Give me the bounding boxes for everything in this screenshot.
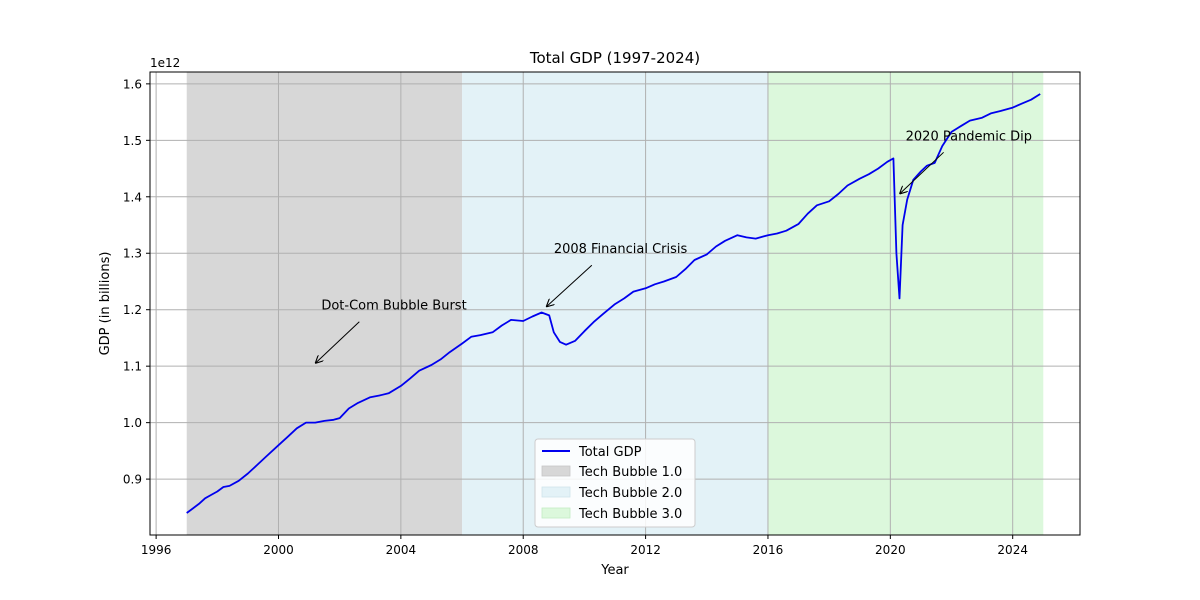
legend-swatch-bubble3 <box>541 507 571 519</box>
legend-swatch-bubble2 <box>541 486 571 498</box>
y-tick-label: 1.1 <box>123 360 142 374</box>
axis-ticks: 1996 2000 2004 2008 2012 2016 2020 2024 0.9 1.0 1.… <box>123 77 1028 557</box>
x-tick-label: 2024 <box>997 543 1028 557</box>
annotations: Dot-Com Bubble Burst 2008 Financial Crisi… <box>315 129 1032 363</box>
y-tick-label: 1.3 <box>123 247 142 261</box>
annotation-arrow <box>546 264 593 307</box>
annotation-arrow <box>900 151 944 194</box>
y-tick-label: 1.6 <box>123 77 142 91</box>
series-layer <box>186 93 1041 514</box>
y-tick-label: 1.2 <box>123 303 142 317</box>
annotation-label: 2008 Financial Crisis <box>554 242 688 257</box>
x-axis-label: Year <box>600 563 629 578</box>
legend-swatch-bubble1 <box>541 465 571 477</box>
legend: Total GDP Tech Bubble 1.0 Tech Bubble 2.… <box>534 438 696 528</box>
bubble-span <box>767 72 1044 535</box>
annotation-label: 2020 Pandemic Dip <box>906 129 1032 144</box>
x-tick-label: 2000 <box>263 543 294 557</box>
annotation-label: Dot-Com Bubble Burst <box>321 299 466 314</box>
legend-label: Total GDP <box>578 445 642 460</box>
x-tick-label: 1996 <box>141 543 172 557</box>
legend-label: Tech Bubble 1.0 <box>578 465 682 480</box>
y-tick-label: 1.5 <box>123 134 142 148</box>
y-tick-label: 1.0 <box>123 416 142 430</box>
y-tick-label: 1.4 <box>123 190 142 204</box>
y-axis-label: GDP (in billions) <box>98 252 113 356</box>
y-tick-label: 0.9 <box>123 473 142 487</box>
series-line-total-gdp <box>186 93 1041 514</box>
annotation-arrow <box>315 321 360 364</box>
x-tick-label: 2016 <box>753 543 784 557</box>
plot-frame <box>149 71 1081 536</box>
x-tick-label: 2020 <box>875 543 906 557</box>
legend-label: Tech Bubble 2.0 <box>578 486 682 501</box>
y-offset-label: 1e12 <box>150 56 180 70</box>
chart-title: Total GDP (1997-2024) <box>529 49 700 67</box>
x-tick-label: 2012 <box>630 543 661 557</box>
bubble-span <box>186 72 463 535</box>
x-tick-label: 2004 <box>386 543 417 557</box>
legend-box <box>534 438 696 528</box>
x-tick-label: 2008 <box>508 543 539 557</box>
legend-label: Tech Bubble 3.0 <box>578 507 682 522</box>
